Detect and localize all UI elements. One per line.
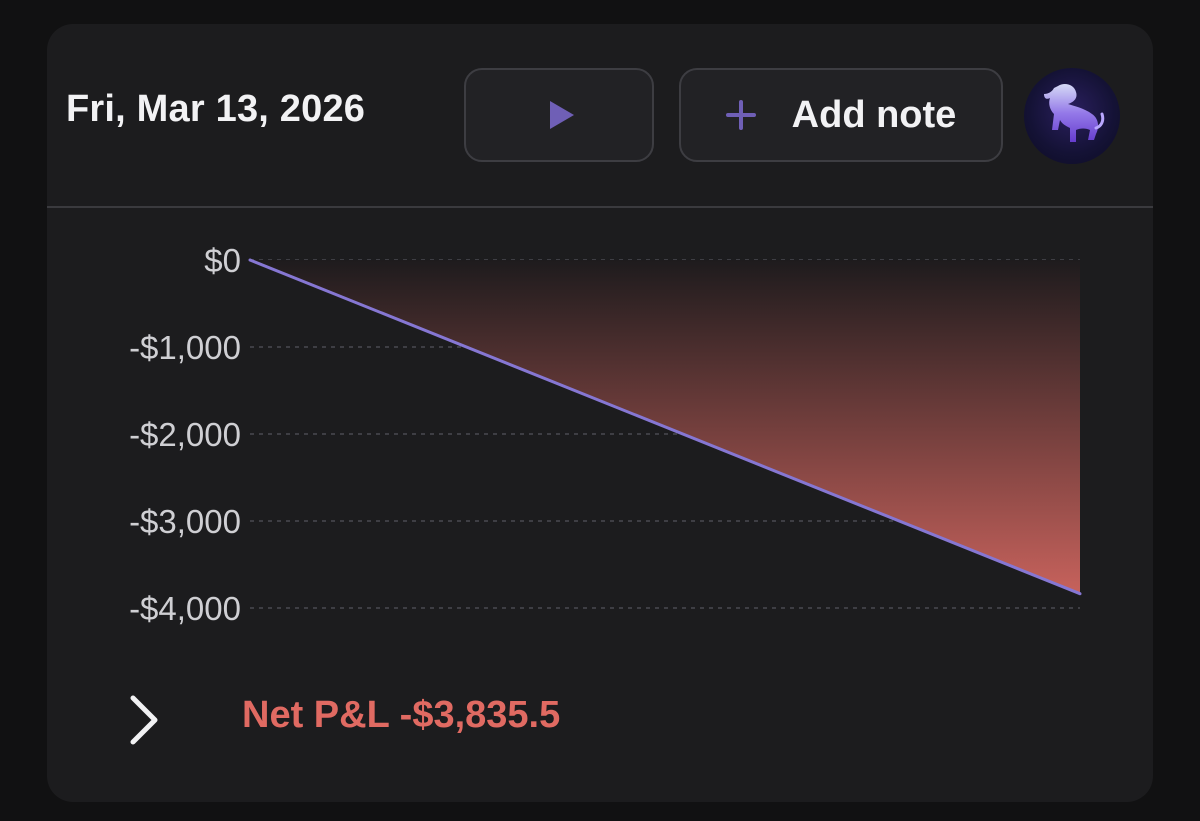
y-tick-label: $0	[204, 242, 241, 279]
chevron-right-icon	[130, 695, 158, 745]
card-header: Fri, Mar 13, 2026 Add note	[47, 24, 1153, 206]
play-icon	[550, 101, 574, 129]
add-note-button[interactable]: Add note	[679, 68, 1003, 162]
pnl-card: Fri, Mar 13, 2026 Add note	[47, 24, 1153, 802]
play-button[interactable]	[464, 68, 654, 162]
series-line	[249, 258, 1081, 596]
y-tick-label: -$3,000	[129, 503, 241, 540]
plus-icon	[725, 100, 756, 130]
y-tick-label: -$4,000	[129, 590, 241, 627]
data-point	[248, 258, 252, 262]
bull-logo-icon	[1044, 84, 1105, 142]
add-note-label: Add note	[791, 93, 957, 136]
pnl-chart: $0 -$1,000 -$2,000 -$3,000 -$4,000	[47, 208, 1153, 648]
y-tick-label: -$2,000	[129, 416, 241, 453]
date-label: Fri, Mar 13, 2026	[66, 88, 366, 130]
y-tick-label: -$1,000	[129, 329, 241, 366]
expand-button[interactable]	[117, 692, 173, 748]
card-footer: Net P&L -$3,835.5	[47, 674, 1153, 764]
chart-svg: $0 -$1,000 -$2,000 -$3,000 -$4,000	[129, 242, 1082, 627]
data-point	[1078, 592, 1082, 596]
avatar[interactable]	[1024, 68, 1120, 164]
net-pnl-label: Net P&L -$3,835.5	[242, 694, 561, 736]
header-divider	[47, 206, 1153, 208]
